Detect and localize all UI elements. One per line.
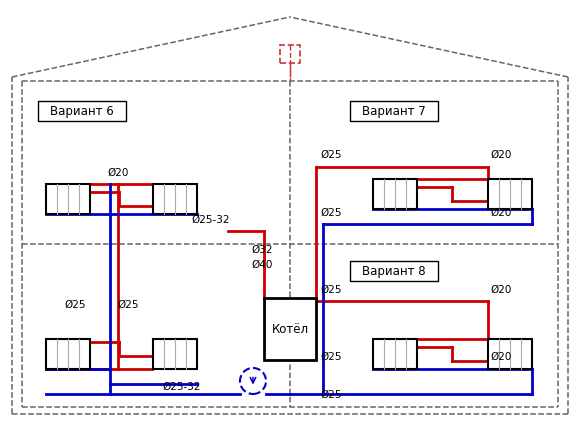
Text: Ø20: Ø20 [490,284,512,294]
Bar [38,102,126,122]
Text: Ø40: Ø40 [252,259,273,269]
Text: Вариант 7: Вариант 7 [362,105,426,118]
Bar [488,180,532,210]
Text: Ø25: Ø25 [320,207,342,218]
Text: Ø20: Ø20 [490,207,512,218]
Bar [373,180,417,210]
Text: Вариант 8: Вариант 8 [362,265,426,278]
Bar [153,184,197,215]
Text: Ø25: Ø25 [64,299,86,309]
Text: Ø25: Ø25 [320,351,342,361]
Bar [153,339,197,369]
Text: Ø25: Ø25 [117,299,139,309]
Text: Ø25-32: Ø25-32 [191,215,230,225]
Bar [350,102,438,122]
Text: Ø20: Ø20 [490,351,512,361]
Text: Ø32: Ø32 [252,245,273,254]
Bar [280,46,300,64]
Text: Ø25: Ø25 [320,284,342,294]
Bar [373,339,417,369]
Text: Ø20: Ø20 [107,167,129,178]
Text: Ø20: Ø20 [490,150,512,160]
Text: Вариант 6: Вариант 6 [50,105,114,118]
Bar [350,262,438,281]
Text: Ø25: Ø25 [320,389,342,399]
Text: Ø25: Ø25 [320,150,342,160]
Bar [264,298,316,360]
Text: Ø25-32: Ø25-32 [162,381,201,391]
Bar [46,184,90,215]
Text: Котёл: Котёл [271,323,309,336]
Bar [46,339,90,369]
Bar [488,339,532,369]
